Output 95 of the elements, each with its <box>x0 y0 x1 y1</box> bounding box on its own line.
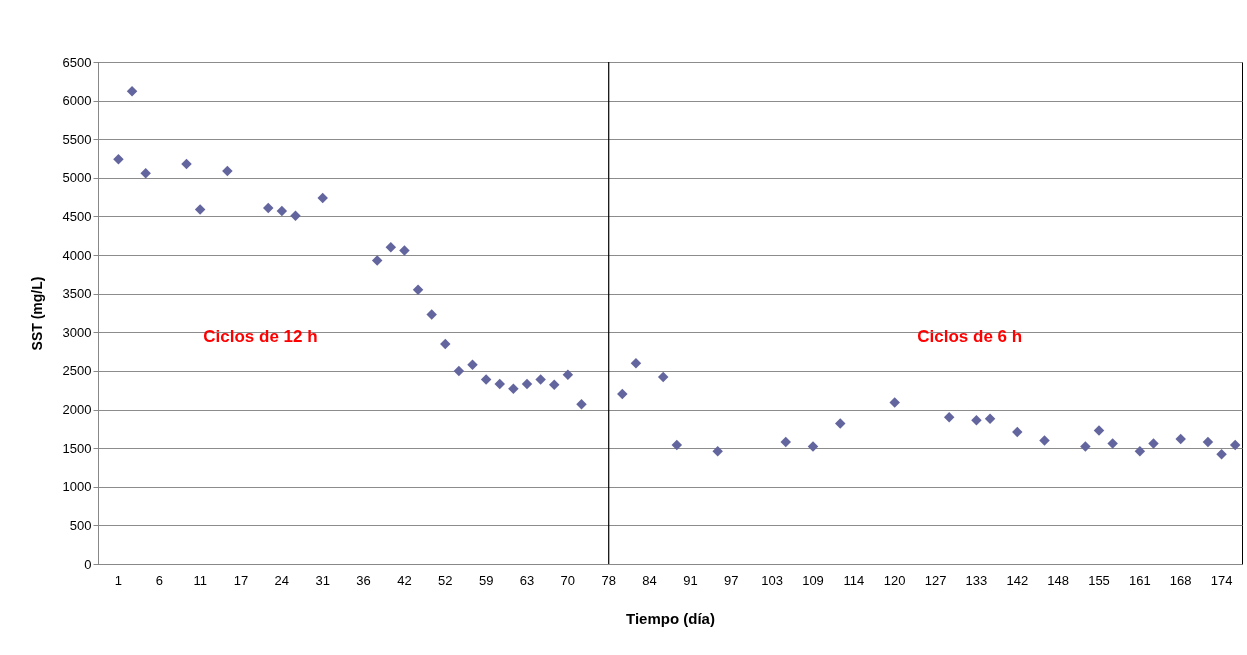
x-tick-label: 161 <box>1129 572 1151 588</box>
point <box>113 154 124 165</box>
point <box>780 436 792 448</box>
point <box>521 378 533 390</box>
annotation: Ciclos de 6 h <box>917 327 1023 347</box>
point <box>126 86 138 97</box>
point <box>276 205 288 217</box>
point <box>657 371 669 383</box>
y-axis-title: SST (mg/L) <box>28 276 45 351</box>
point <box>1229 439 1241 451</box>
point <box>834 418 846 429</box>
point <box>262 202 274 214</box>
point <box>1134 446 1146 457</box>
point <box>140 167 151 179</box>
x-tick-label: 103 <box>761 572 783 588</box>
point <box>467 359 478 370</box>
point <box>480 374 492 385</box>
x-tick-label: 24 <box>274 572 290 588</box>
point <box>1202 436 1214 448</box>
point <box>371 255 383 266</box>
point <box>562 369 574 381</box>
point <box>399 245 410 256</box>
y-tick-label: 2500 <box>62 363 92 379</box>
y-tick-label: 1500 <box>62 440 92 456</box>
point <box>194 204 206 215</box>
y-tick-label: 1000 <box>62 479 92 495</box>
x-tick-label: 70 <box>560 572 576 588</box>
x-tick-label: 63 <box>519 572 535 588</box>
point <box>943 412 955 423</box>
x-tick-label: 97 <box>724 572 739 588</box>
point <box>1175 433 1186 445</box>
point <box>617 388 628 400</box>
x-tick-label: 155 <box>1088 572 1110 588</box>
x-tick-label: 52 <box>438 572 453 588</box>
point <box>1080 441 1091 452</box>
annotation: Ciclos de 12 h <box>203 327 318 347</box>
x-tick-label: 91 <box>683 572 698 588</box>
x-tick-label: 11 <box>193 572 207 588</box>
y-tick-label: 0 <box>84 556 92 572</box>
point <box>671 439 683 451</box>
x-tick-label: 133 <box>965 572 988 588</box>
x-tick-label: 142 <box>1006 572 1029 588</box>
point <box>1039 435 1050 446</box>
point <box>1148 438 1159 449</box>
x-tick-label: 42 <box>397 572 412 588</box>
x-tick-label: 174 <box>1210 572 1233 588</box>
point <box>181 158 192 170</box>
point <box>1012 426 1023 438</box>
x-tick-label: 59 <box>478 572 494 588</box>
point <box>712 446 723 457</box>
x-tick-label: 120 <box>883 572 906 588</box>
y-tick-label: 500 <box>69 517 92 533</box>
point <box>1093 425 1105 436</box>
point <box>971 415 982 426</box>
x-tick-label: 17 <box>233 572 249 588</box>
x-axis-title: Tiempo (día) <box>626 609 715 627</box>
point <box>548 379 560 391</box>
point <box>290 210 301 221</box>
point <box>630 357 642 369</box>
point <box>385 242 397 253</box>
y-tick-label: 5000 <box>62 170 92 186</box>
point <box>1107 438 1118 449</box>
x-tick-label: 36 <box>356 572 371 588</box>
point <box>412 284 424 296</box>
point <box>453 365 465 377</box>
x-tick-label: 6 <box>155 572 163 588</box>
point <box>317 192 328 204</box>
point <box>222 165 233 177</box>
point <box>494 378 506 390</box>
x-tick-label: 78 <box>601 572 616 588</box>
point <box>440 338 451 350</box>
x-tick-label: 1 <box>114 572 123 588</box>
point <box>889 397 900 408</box>
point <box>426 309 437 320</box>
y-tick-label: 3500 <box>62 286 92 302</box>
x-tick-label: 109 <box>802 572 824 588</box>
x-tick-label: 114 <box>843 572 865 588</box>
y-tick-label: 6000 <box>62 93 92 109</box>
point <box>576 398 587 410</box>
x-tick-label: 84 <box>642 572 657 588</box>
point <box>807 441 819 452</box>
y-tick-label: 6500 <box>62 54 92 70</box>
x-tick-label: 31 <box>315 572 330 588</box>
y-tick-label: 3000 <box>62 324 92 340</box>
y-tick-label: 5500 <box>62 131 92 147</box>
y-tick-label: 2000 <box>62 402 92 418</box>
point <box>508 383 519 394</box>
y-tick-label: 4000 <box>62 247 92 263</box>
point <box>535 374 546 385</box>
point <box>1216 449 1227 460</box>
x-tick-label: 148 <box>1047 572 1069 588</box>
x-tick-label: 127 <box>924 572 947 588</box>
x-tick-label: 168 <box>1169 572 1192 588</box>
point <box>984 413 996 425</box>
y-tick-label: 4500 <box>62 208 92 224</box>
